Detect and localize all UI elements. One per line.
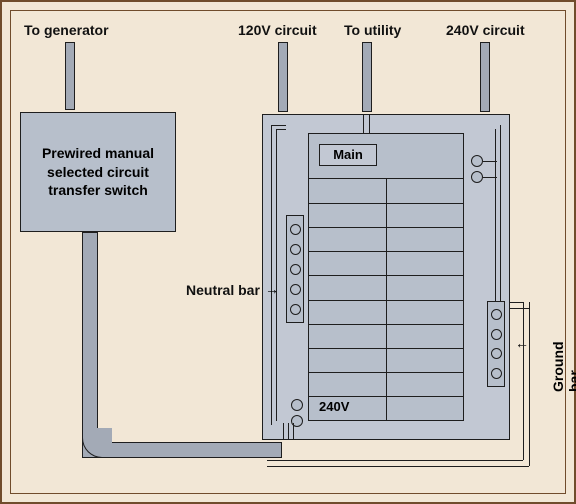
arrow-icon: ←: [515, 335, 529, 351]
wire-right-outer-2: [529, 302, 530, 466]
stub-generator: [65, 42, 75, 110]
label-to-utility: To utility: [344, 22, 401, 38]
screw-icon: [290, 264, 301, 275]
screw-icon: [491, 368, 502, 379]
wire-left-2b: [276, 129, 286, 130]
wire-left-1b: [271, 125, 286, 126]
breaker-row: [309, 396, 463, 397]
breaker-row: [309, 203, 463, 204]
neutral-bar: [286, 215, 304, 323]
wire-bottom-1: [267, 460, 523, 461]
v240-label: 240V: [319, 399, 349, 414]
wire-bottom-2: [267, 466, 529, 467]
transfer-switch-label: Prewired manual selected circuit transfe…: [29, 144, 167, 201]
conduit-horizontal: [82, 442, 282, 458]
breaker-row: [309, 251, 463, 252]
wire-exit-1: [283, 423, 284, 439]
wire-utility-1: [363, 115, 364, 133]
label-120v: 120V circuit: [238, 22, 317, 38]
breaker-grid: [309, 178, 463, 420]
screw-icon: [290, 224, 301, 235]
ground-bar: [487, 301, 505, 387]
breaker-row: [309, 275, 463, 276]
diagram-frame: To generator 120V circuit To utility 240…: [0, 0, 576, 504]
v240-lug-1: [291, 399, 303, 411]
breaker-row: [309, 372, 463, 373]
transfer-switch-box: Prewired manual selected circuit transfe…: [20, 112, 176, 232]
arrow-icon: →: [265, 281, 279, 297]
wire-left-2: [276, 129, 277, 421]
label-neutral-bar: Neutral bar: [186, 282, 260, 298]
main-breaker-label: Main: [319, 144, 377, 166]
main-lug-1: [471, 155, 483, 167]
wire-exit-2: [288, 423, 289, 439]
screw-icon: [290, 244, 301, 255]
electrical-panel: Main 240V: [262, 114, 510, 440]
screw-icon: [491, 329, 502, 340]
screw-icon: [491, 309, 502, 320]
stub-utility: [362, 42, 372, 112]
wire-left-1: [271, 125, 272, 425]
wire-main-2: [483, 177, 497, 178]
screw-icon: [290, 304, 301, 315]
breaker-row: [309, 324, 463, 325]
wire-utility-2: [369, 115, 370, 133]
breaker-panel: Main 240V: [308, 133, 464, 421]
conduit-vertical: [82, 232, 98, 442]
label-240v: 240V circuit: [446, 22, 525, 38]
breaker-row: [309, 227, 463, 228]
main-lug-2: [471, 171, 483, 183]
label-to-generator: To generator: [24, 22, 109, 38]
label-ground-bar: Ground bar: [550, 341, 576, 392]
wire-ground-link-1: [510, 302, 523, 303]
breaker-row: [309, 348, 463, 349]
screw-icon: [491, 348, 502, 359]
wire-ground-link-2: [510, 308, 529, 309]
breaker-row: [309, 300, 463, 301]
screw-icon: [290, 284, 301, 295]
wire-exit-3: [293, 423, 294, 439]
stub-120v: [278, 42, 288, 112]
stub-240v: [480, 42, 490, 112]
wire-right-outer-1: [523, 302, 524, 460]
wire-main-1: [483, 161, 497, 162]
